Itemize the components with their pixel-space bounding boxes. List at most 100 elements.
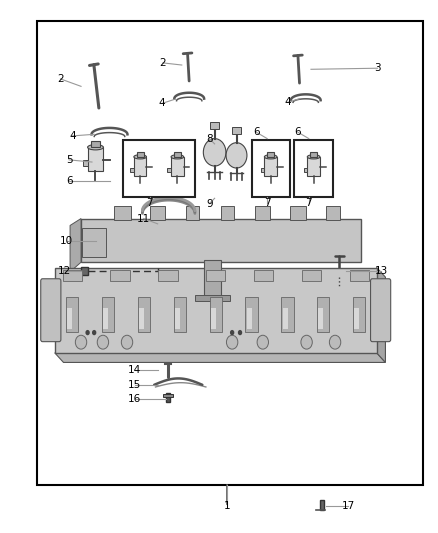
Bar <box>102 297 114 332</box>
Text: 3: 3 <box>374 63 381 73</box>
Polygon shape <box>70 219 81 272</box>
Ellipse shape <box>171 155 184 159</box>
Bar <box>88 147 103 171</box>
Circle shape <box>85 330 90 335</box>
Bar <box>318 308 323 329</box>
Polygon shape <box>55 353 385 362</box>
Text: 5: 5 <box>66 155 73 165</box>
Bar <box>114 206 131 220</box>
FancyBboxPatch shape <box>371 279 391 342</box>
Text: 8: 8 <box>206 134 213 143</box>
Circle shape <box>226 335 238 349</box>
Bar <box>232 127 241 134</box>
Bar <box>130 167 134 172</box>
Text: 12: 12 <box>58 266 71 276</box>
Circle shape <box>75 335 87 349</box>
Bar <box>81 219 361 262</box>
Bar <box>255 206 271 220</box>
Bar <box>210 122 219 129</box>
Circle shape <box>121 335 133 349</box>
Text: 4: 4 <box>159 99 166 108</box>
Bar <box>354 308 359 329</box>
Bar <box>350 270 369 281</box>
Text: 6: 6 <box>253 127 260 137</box>
Ellipse shape <box>307 155 320 159</box>
Text: 6: 6 <box>66 176 73 186</box>
Circle shape <box>257 335 268 349</box>
Circle shape <box>238 330 242 335</box>
Text: 10: 10 <box>60 236 73 246</box>
Bar <box>166 393 170 402</box>
Circle shape <box>203 139 226 166</box>
Bar <box>81 266 88 275</box>
Text: 4: 4 <box>284 98 291 107</box>
Bar <box>245 297 258 332</box>
Bar <box>320 500 324 510</box>
Ellipse shape <box>265 155 277 159</box>
Bar <box>290 206 306 220</box>
Bar <box>55 268 377 353</box>
Bar <box>83 160 88 166</box>
Polygon shape <box>377 268 385 362</box>
Bar <box>307 157 320 176</box>
Bar <box>294 140 333 197</box>
Bar <box>209 297 222 332</box>
Bar <box>137 152 144 157</box>
Circle shape <box>92 330 96 335</box>
Bar <box>310 152 317 157</box>
Text: 16: 16 <box>128 394 141 403</box>
Bar <box>265 157 277 176</box>
Bar <box>66 297 78 332</box>
Bar <box>139 308 144 329</box>
Bar <box>67 308 72 329</box>
Bar <box>158 270 177 281</box>
Ellipse shape <box>88 144 103 150</box>
Bar <box>138 297 150 332</box>
Bar <box>267 152 274 157</box>
Text: 14: 14 <box>128 366 141 375</box>
Circle shape <box>226 143 247 168</box>
Text: 4: 4 <box>69 131 76 141</box>
Bar <box>317 297 329 332</box>
Bar <box>353 297 365 332</box>
Bar <box>150 206 165 220</box>
Bar <box>174 297 186 332</box>
Bar <box>175 308 180 329</box>
Text: 2: 2 <box>57 74 64 84</box>
Bar <box>37 21 423 485</box>
Bar <box>326 206 340 220</box>
Bar <box>302 270 321 281</box>
Text: 2: 2 <box>159 58 166 68</box>
Bar <box>163 394 173 397</box>
Circle shape <box>329 335 341 349</box>
Circle shape <box>97 335 109 349</box>
Bar <box>123 140 195 197</box>
Bar <box>211 308 216 329</box>
Bar <box>103 308 108 329</box>
Text: 17: 17 <box>342 502 355 511</box>
Text: 1: 1 <box>223 502 230 511</box>
Circle shape <box>230 330 234 335</box>
Bar <box>261 167 265 172</box>
Bar <box>247 308 252 329</box>
Bar <box>304 167 307 172</box>
Ellipse shape <box>134 155 146 159</box>
FancyBboxPatch shape <box>41 279 61 342</box>
Text: 13: 13 <box>374 266 388 276</box>
Circle shape <box>301 335 312 349</box>
Bar <box>283 308 287 329</box>
Text: 7: 7 <box>305 198 312 207</box>
Text: 11: 11 <box>137 214 150 223</box>
Bar <box>174 152 181 157</box>
Text: 6: 6 <box>294 127 301 137</box>
Bar <box>134 157 146 176</box>
Bar <box>167 167 171 172</box>
Bar <box>221 206 234 220</box>
Text: 15: 15 <box>128 380 141 390</box>
Bar <box>204 260 221 298</box>
Bar <box>82 228 106 257</box>
Bar <box>171 157 184 176</box>
Bar <box>186 206 199 220</box>
Text: 7: 7 <box>146 198 153 207</box>
Text: 9: 9 <box>206 199 213 208</box>
